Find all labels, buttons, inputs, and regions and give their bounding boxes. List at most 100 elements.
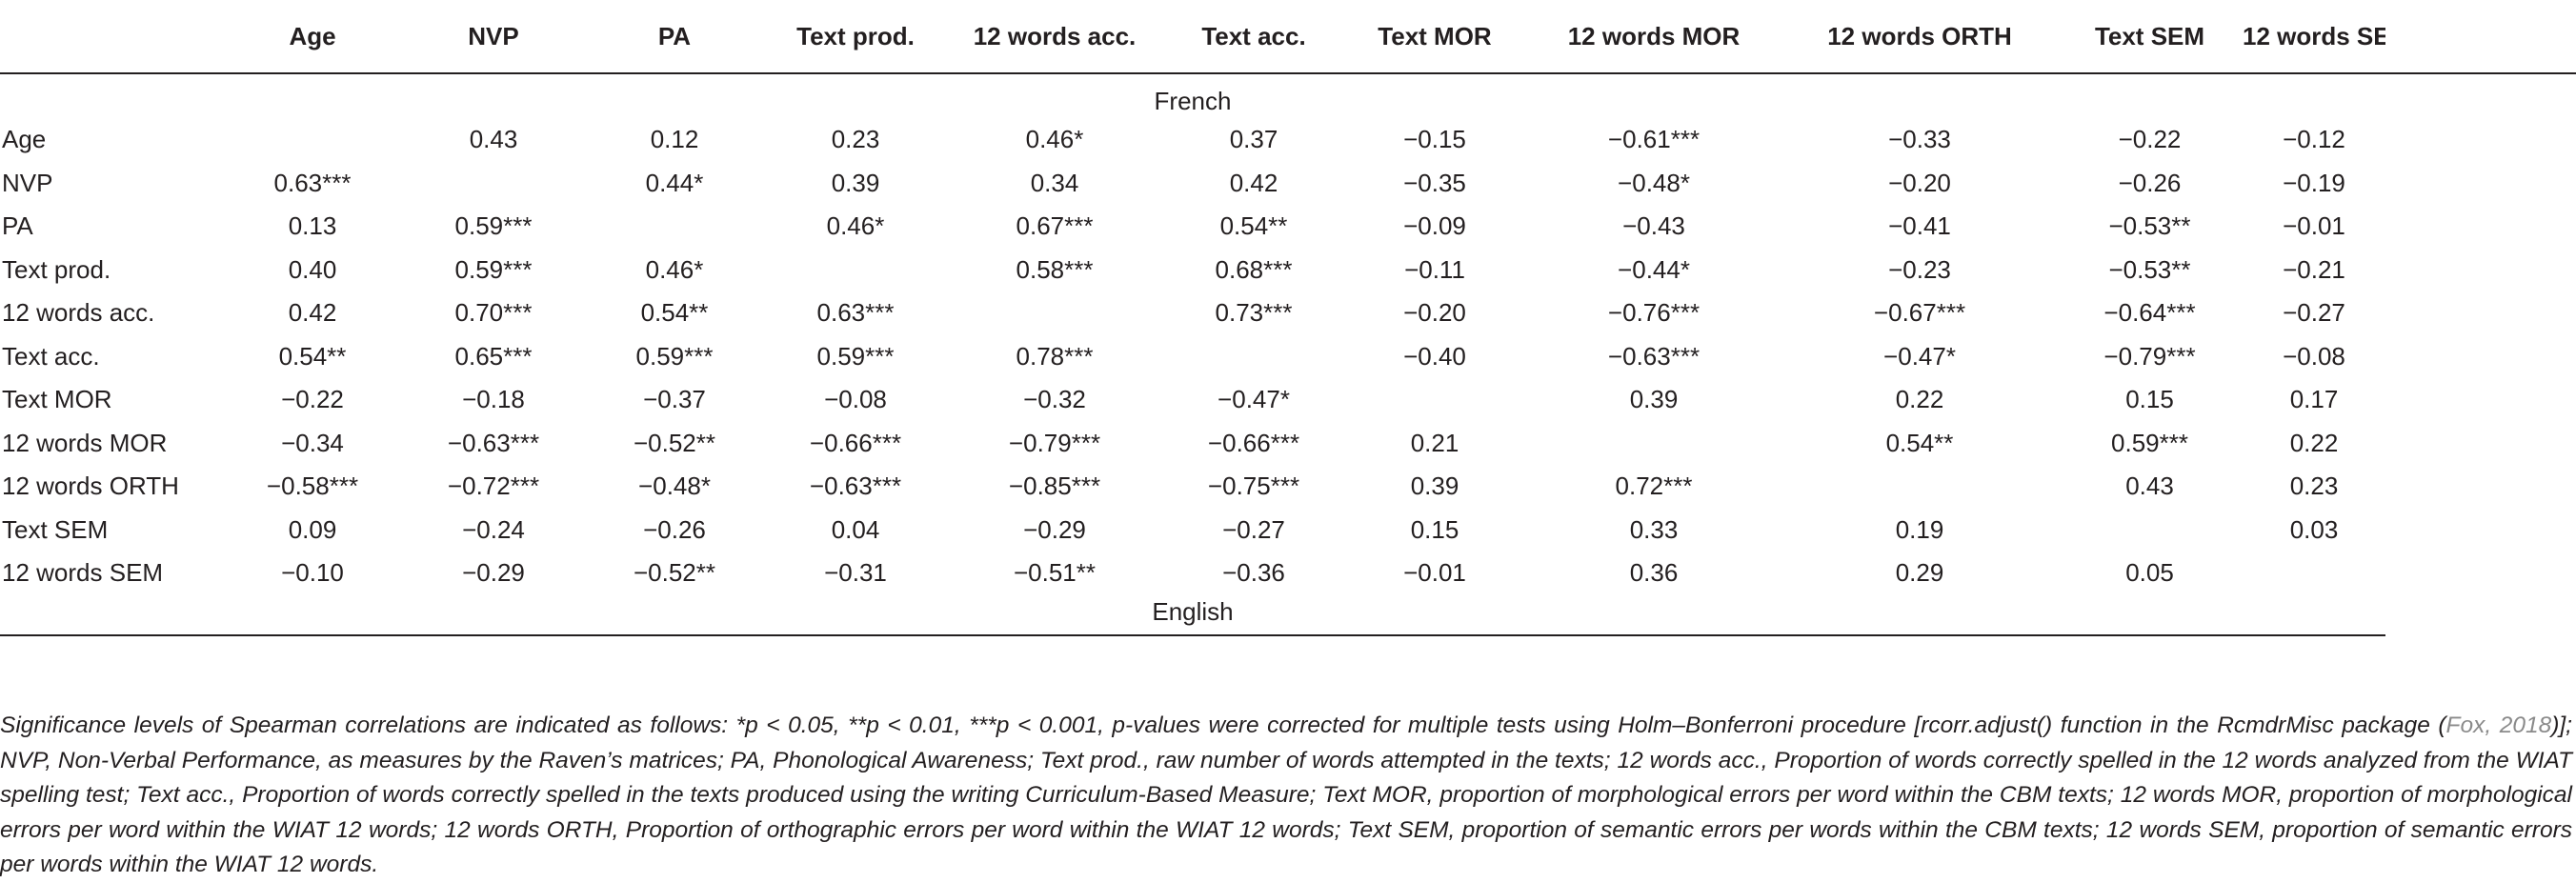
table-cell: −0.23 <box>1888 254 1951 284</box>
table-cell: 0.36 <box>1629 558 1679 588</box>
table-cell: 0.42 <box>1229 168 1278 197</box>
table-cell: −0.48* <box>638 472 711 501</box>
row-label: 12 words ORTH <box>2 472 179 501</box>
table-cell <box>765 249 946 292</box>
table-cell: 0.33 <box>1629 514 1679 544</box>
table-cell: −0.36 <box>1222 558 1285 588</box>
table-cell: −0.52** <box>633 428 716 457</box>
table-cell: −0.47* <box>1883 341 1956 371</box>
table-cell: 0.46* <box>645 254 704 284</box>
table-cell: −0.01 <box>1403 558 1466 588</box>
table-cell: 0.58*** <box>1016 254 1094 284</box>
table-cell: −0.47* <box>1218 385 1290 414</box>
table-cell: 0.04 <box>831 514 880 544</box>
table-cell <box>403 162 584 206</box>
column-header: 12 words MOR <box>1525 0 1782 74</box>
table-cell: −0.18 <box>462 385 525 414</box>
table-cell: −0.52** <box>633 558 716 588</box>
footnote-citation-link[interactable]: Fox, 2018 <box>2445 712 2552 738</box>
table-cell: −0.12 <box>2283 125 2345 154</box>
row-label: 12 words acc. <box>2 298 155 328</box>
table-cell: 0.59*** <box>454 254 533 284</box>
table-cell: −0.35 <box>1403 168 1466 197</box>
table-cell: 0.39 <box>831 168 880 197</box>
row-spacer <box>2385 162 2576 206</box>
table-cell: 0.46* <box>1025 125 1084 154</box>
row-label: Text acc. <box>2 341 100 371</box>
table-cell: 0.54** <box>1885 428 1954 457</box>
table-cell: 0.29 <box>1895 558 1944 588</box>
row-spacer <box>2385 205 2576 249</box>
table-cell: 0.40 <box>288 254 337 284</box>
row-spacer <box>2385 422 2576 466</box>
row-spacer <box>2385 552 2576 595</box>
table-cell: −0.31 <box>824 558 887 588</box>
language-label-top: French <box>1154 86 1232 115</box>
table-cell: −0.40 <box>1403 341 1466 371</box>
table-cell: 0.39 <box>1410 472 1459 501</box>
column-header: 12 words ORTH <box>1782 0 2057 74</box>
table-cell: −0.24 <box>462 514 525 544</box>
table-cell: −0.08 <box>824 385 887 414</box>
table-cell: 0.59*** <box>454 211 533 241</box>
table-cell: 0.43 <box>469 125 518 154</box>
table-cell: −0.53** <box>2108 211 2191 241</box>
table-row: NVP 0.63*** 0.44* 0.39 0.34 0.42 −0.35 −0.48* −0… <box>0 162 2576 206</box>
table-cell: 0.59*** <box>816 341 895 371</box>
table-cell: 0.23 <box>831 125 880 154</box>
table-cell <box>1344 378 1525 422</box>
table-cell: 0.23 <box>2289 472 2339 501</box>
table-cell: −0.44* <box>1618 254 1690 284</box>
table-cell: −0.61*** <box>1607 125 1701 154</box>
table-header: Age NVP PA Text prod. 12 words acc. Text acc.… <box>0 0 2576 74</box>
table-cell <box>946 291 1163 335</box>
table-cell: 0.72*** <box>1615 472 1693 501</box>
table-cell: −0.67*** <box>1873 298 1966 328</box>
row-label: Text prod. <box>2 254 111 284</box>
table-cell: 0.68*** <box>1215 254 1293 284</box>
table-cell: −0.26 <box>643 514 706 544</box>
table-row: 12 words ORTH −0.58*** −0.72*** −0.48* −0.63… <box>0 465 2576 509</box>
table-cell: −0.85*** <box>1008 472 1101 501</box>
table-cell: 0.03 <box>2289 514 2339 544</box>
table-cell <box>584 205 765 249</box>
table-cell: −0.43 <box>1622 211 1685 241</box>
table-cell: −0.26 <box>2118 168 2182 197</box>
table-row: Text SEM 0.09 −0.24 −0.26 0.04 −0.29 −0.27 0.15… <box>0 509 2576 552</box>
table-cell: −0.72*** <box>447 472 540 501</box>
language-label-bottom: English <box>0 594 2385 636</box>
table-row: Text MOR −0.22 −0.18 −0.37 −0.08 −0.32 −0.47* 0… <box>0 378 2576 422</box>
table-cell: 0.54** <box>278 341 347 371</box>
table-cell: −0.79*** <box>2103 341 2196 371</box>
table-cell: −0.01 <box>2283 211 2345 241</box>
header-corner <box>0 0 222 74</box>
table-cell: 0.78*** <box>1016 341 1094 371</box>
column-header: 12 words acc. <box>946 0 1163 74</box>
row-spacer <box>2385 465 2576 509</box>
table-cell <box>1525 422 1782 466</box>
table-cell: 0.13 <box>288 211 337 241</box>
table-row: 12 words acc. 0.42 0.70*** 0.54** 0.63*** 0.7… <box>0 291 2576 335</box>
row-label: Text MOR <box>2 385 112 414</box>
correlation-table: Age NVP PA Text prod. 12 words acc. Text acc.… <box>0 0 2576 636</box>
table-cell: −0.75*** <box>1207 472 1300 501</box>
table-cell: 0.17 <box>2289 385 2339 414</box>
table-cell: −0.34 <box>281 428 344 457</box>
table-cell <box>2243 552 2385 595</box>
row-label: 12 words MOR <box>2 428 168 457</box>
column-header: PA <box>584 0 765 74</box>
header-spacer <box>2385 0 2576 74</box>
row-spacer <box>2385 249 2576 292</box>
table-cell: 0.05 <box>2125 558 2174 588</box>
row-spacer <box>2385 335 2576 379</box>
table-cell: −0.37 <box>643 385 706 414</box>
table-cell: 0.15 <box>1410 514 1459 544</box>
table-cell: 0.65*** <box>454 341 533 371</box>
table-cell: 0.37 <box>1229 125 1278 154</box>
row-label: 12 words SEM <box>2 558 164 588</box>
table-cell: 0.44* <box>645 168 704 197</box>
table-row: PA 0.13 0.59*** 0.46* 0.67*** 0.54** −0.09 −0.4… <box>0 205 2576 249</box>
table-cell: 0.43 <box>2125 472 2174 501</box>
table-cell: −0.63*** <box>809 472 902 501</box>
